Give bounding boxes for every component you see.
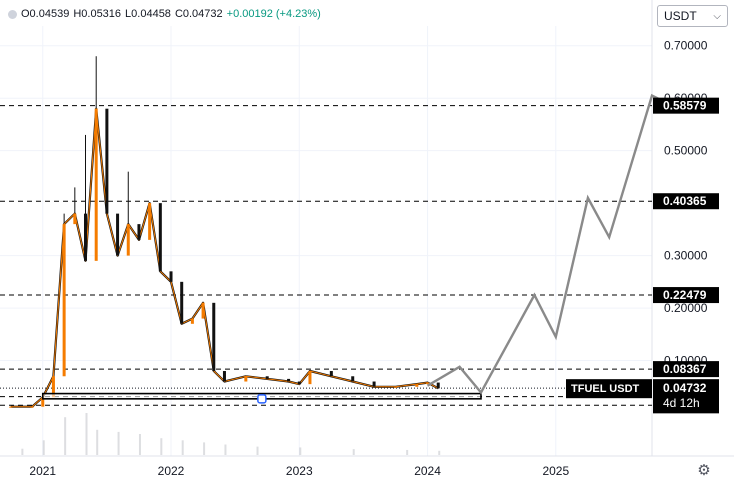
volume-bar: [406, 449, 409, 455]
volume-bar: [299, 447, 302, 455]
level-price-tag-label: 0.22479: [663, 288, 707, 302]
candle-body: [287, 378, 291, 382]
candle-body: [201, 302, 205, 319]
volume-bar: [85, 413, 88, 455]
time-axis-tick-label: 2025: [542, 464, 569, 478]
currency-select[interactable]: USDT ⌵: [657, 5, 728, 27]
candle-body: [148, 203, 152, 240]
candle-body: [9, 406, 13, 408]
candle-body: [426, 382, 430, 385]
volume-bar: [21, 448, 24, 455]
volume-bar: [181, 440, 184, 455]
volume-bar: [117, 431, 120, 455]
candle-body: [169, 271, 173, 282]
ohlc-high: H0.05316: [73, 8, 122, 20]
volume-bar: [352, 449, 355, 455]
chevron-down-icon: ⌵: [713, 10, 721, 22]
price-axis-tick-label: 0.30000: [664, 249, 708, 263]
candle-body: [41, 397, 45, 407]
candle-body: [372, 381, 376, 387]
candle-body: [51, 376, 55, 398]
current-price-tag-label: 0.04732: [663, 381, 707, 395]
candle-body: [297, 381, 301, 385]
ohlc-low: L0.04458: [125, 8, 171, 20]
volume-bar: [160, 438, 163, 455]
settings-gear-icon[interactable]: ⚙: [697, 462, 711, 479]
time-axis-tick-label: 2023: [286, 464, 313, 478]
price-axis-tick-label: 0.50000: [664, 144, 708, 158]
level-price-tag: [653, 97, 719, 114]
volume-bar: [438, 450, 441, 455]
level-price-tag: [653, 193, 719, 210]
symbol-tag: [566, 379, 652, 399]
volume-bar: [64, 417, 67, 455]
volume-bar: [224, 444, 227, 455]
level-price-tag: [653, 287, 719, 304]
ohlc-legend: O0.04539 H0.05316 L0.04458 C0.04732 +0.0…: [8, 6, 321, 22]
candle-body: [105, 108, 109, 214]
level-price-tag: [653, 361, 719, 378]
candle-body: [84, 213, 88, 261]
time-axis-tick-label: 2021: [29, 464, 56, 478]
candle-body: [265, 376, 269, 379]
volume-bar: [96, 429, 99, 455]
ohlc-close: C0.04732: [174, 8, 223, 20]
candle-body: [190, 318, 194, 324]
symbol-status-icon: [8, 9, 17, 19]
current-price-tag: [653, 379, 719, 414]
volume-bar: [138, 434, 141, 455]
volume-bar: [256, 446, 259, 455]
candle-body: [94, 108, 98, 261]
candle-body: [116, 213, 120, 256]
level-price-tag-label: 0.40365: [663, 194, 707, 208]
candle-body: [30, 406, 34, 408]
time-axis-tick-label: 2022: [158, 464, 185, 478]
price-series-line-up: [10, 108, 439, 408]
drawing-handle[interactable]: [257, 394, 267, 404]
currency-value: USDT: [664, 9, 697, 23]
volume-bar: [203, 442, 206, 455]
candle-body: [436, 382, 440, 389]
candle-body: [308, 371, 312, 385]
candle-body: [180, 281, 184, 324]
countdown-label: 4d 12h: [663, 396, 700, 410]
candle-body: [393, 386, 397, 388]
symbol-tag-label: TFUEL USDT: [571, 383, 640, 395]
candle-body: [158, 203, 162, 272]
candle-body: [126, 224, 130, 256]
volume-bar: [42, 440, 45, 455]
candle-body: [212, 302, 216, 372]
candle-body: [329, 371, 333, 377]
level-price-tag-label: 0.08367: [663, 362, 707, 376]
time-axis-tick-label: 2024: [414, 464, 441, 478]
ohlc-change: +0.00192 (+4.23%): [226, 8, 321, 20]
candle-body: [415, 384, 419, 387]
candle-body: [62, 224, 66, 377]
level-price-tag-label: 0.58579: [663, 99, 707, 113]
candle-body: [222, 371, 226, 382]
price-axis-tick-label: 0.20000: [664, 301, 708, 315]
projection-path[interactable]: [426, 93, 674, 395]
ohlc-open: O0.04539: [21, 8, 70, 20]
candle-body: [244, 376, 248, 382]
candle-body: [73, 213, 77, 225]
candle-body: [137, 224, 141, 240]
candle-body: [351, 376, 355, 382]
price-axis-tick-label: 0.70000: [664, 39, 708, 53]
